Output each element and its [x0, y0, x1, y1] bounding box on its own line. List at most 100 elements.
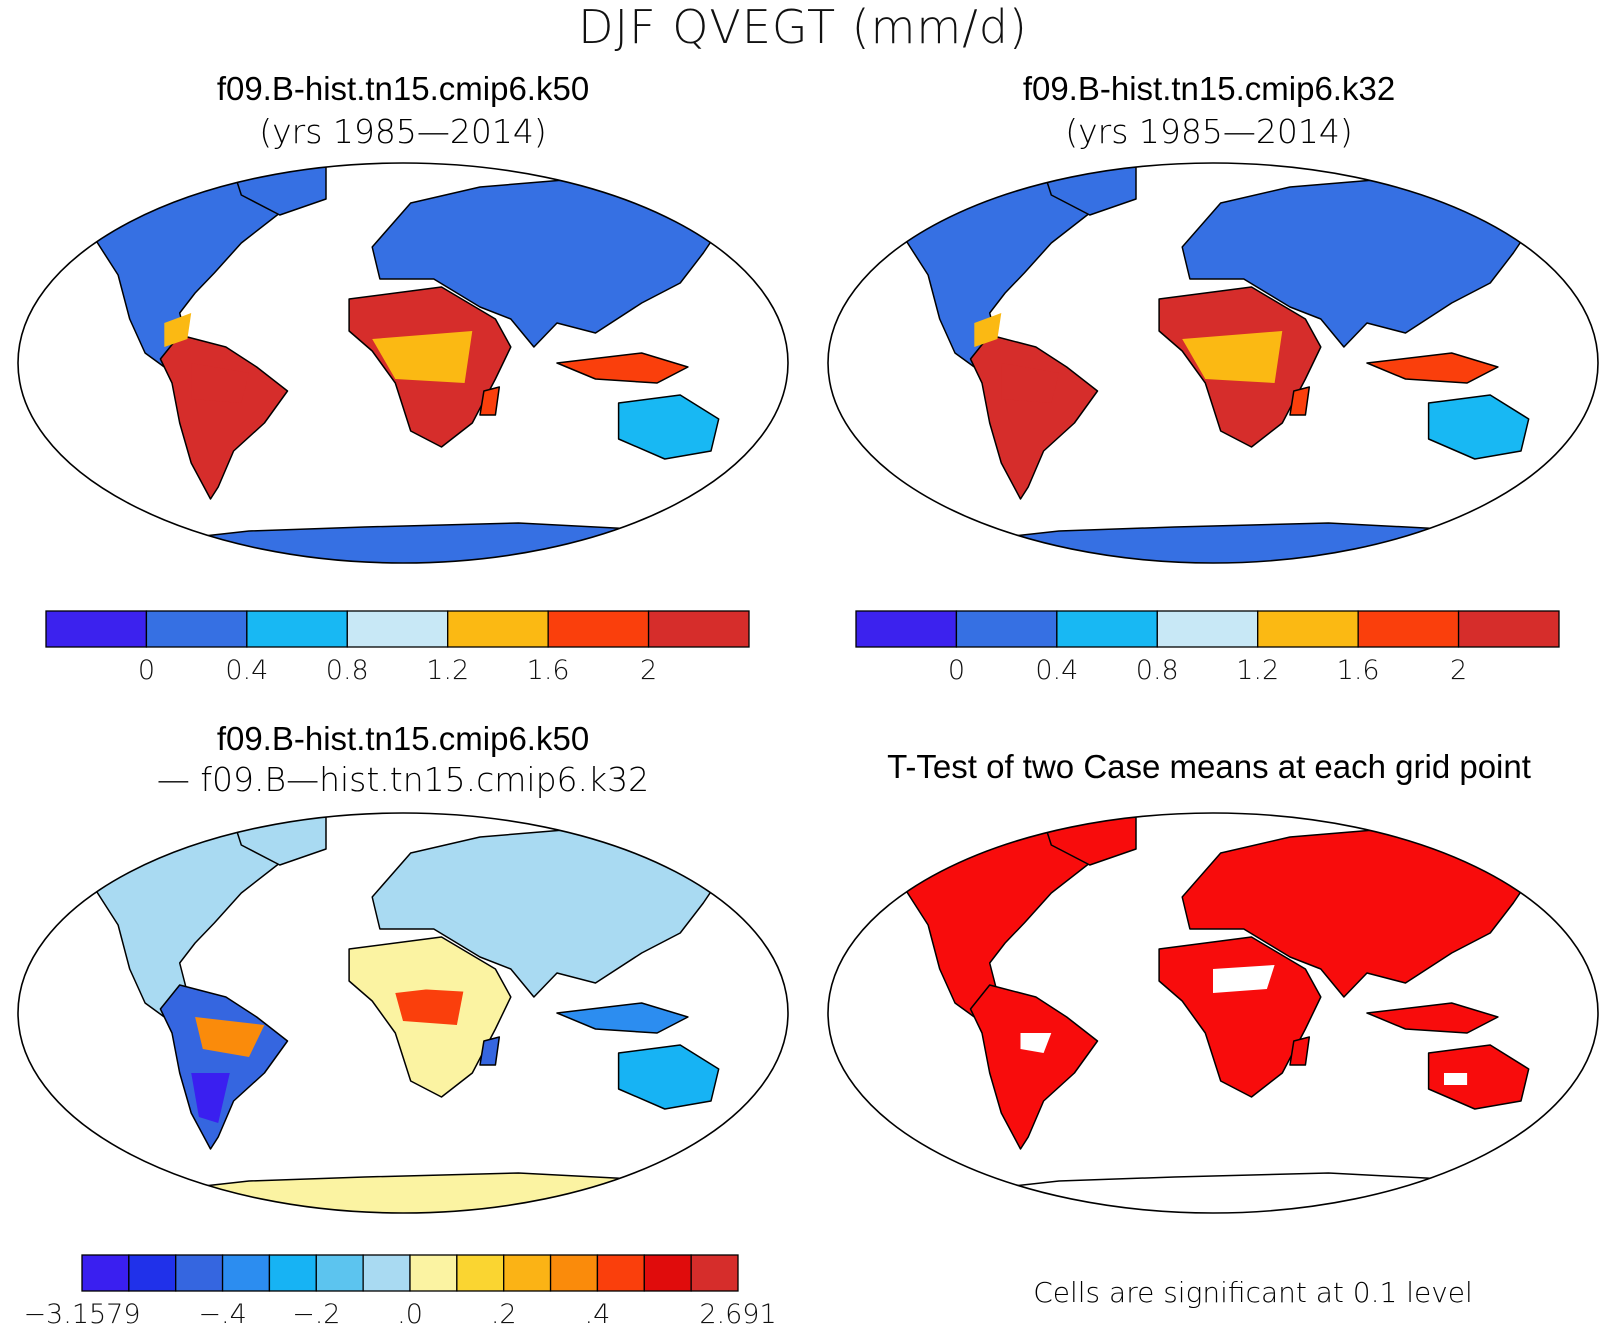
colorbar-swatch — [175, 1254, 224, 1292]
land-eurasia — [371, 828, 732, 998]
land-seasia — [1366, 1002, 1499, 1034]
colorbar-swatch — [855, 610, 958, 648]
colorbar-tick-label: 0.8 — [326, 655, 369, 686]
colorbar-swatch — [690, 1254, 739, 1292]
colorbar-swatch — [1457, 610, 1560, 648]
colorbar-swatch — [955, 610, 1058, 648]
panel-title-diff: f09.B-hist.tn15.cmip6.k50 — [216, 720, 590, 757]
panel-subtitle-diff: — f09.B—hist.tn15.cmip6.k32 — [156, 760, 650, 799]
non-significant-cells — [1444, 1073, 1468, 1085]
patch-africa — [1182, 331, 1283, 383]
map-border — [17, 812, 789, 1214]
colorbar-tick-label: 1.2 — [1236, 655, 1279, 686]
diff-patch — [410, 961, 488, 993]
land-australia — [1427, 394, 1530, 460]
map-border — [827, 162, 1599, 564]
colorbar-swatch — [456, 1254, 505, 1292]
colorbar-tick-label: 2 — [640, 655, 657, 686]
land-antarctica — [846, 1172, 1580, 1213]
land-madagascar — [1289, 386, 1311, 416]
colorbar-tick-label: 0.8 — [1136, 655, 1179, 686]
land-seasia — [556, 1002, 689, 1034]
map-border — [827, 812, 1599, 1214]
colorbar-swatch — [503, 1254, 552, 1292]
colorbar-swatch — [447, 610, 549, 648]
colorbar-tick-label: 1.6 — [1337, 655, 1380, 686]
colorbar-swatch — [315, 1254, 364, 1292]
colorbar-swatch — [409, 1254, 458, 1292]
land-madagascar — [479, 386, 501, 416]
diff-patch — [191, 1073, 230, 1123]
map-diff — [17, 812, 789, 1214]
land-eurasia — [1181, 828, 1542, 998]
colorbar-swatch — [596, 1254, 645, 1292]
land-samerica — [969, 984, 1099, 1150]
colorbar-swatch — [1257, 610, 1359, 648]
figure-title: DJF QVEGT (mm/d) — [578, 0, 1028, 54]
colorbar-tick-label: 1.6 — [527, 655, 570, 686]
map-ttest — [827, 812, 1599, 1214]
colorbar-tick-label: .2 — [491, 1299, 517, 1327]
colorbar-swatch — [1357, 610, 1460, 648]
colorbar-swatch — [362, 1254, 411, 1292]
land-eurasia — [1181, 178, 1542, 348]
non-significant-cells — [1213, 965, 1275, 993]
colorbar-diff: −3.1579 −.4 −.2 .0 .2 .4 2.691 — [23, 1254, 777, 1327]
non-significant-cells — [1020, 1033, 1052, 1053]
diff-patch — [195, 1017, 265, 1057]
panel-subtitle-case2: (yrs 1985—2014) — [1065, 112, 1353, 151]
land-australia — [617, 394, 720, 460]
significance-note: Cells are significant at 0.1 level — [1033, 1276, 1473, 1309]
colorbar-tick-label: 2.691 — [699, 1299, 776, 1327]
land-eurasia — [371, 178, 732, 348]
panel-title-case1: f09.B-hist.tn15.cmip6.k50 — [216, 70, 590, 107]
panel-subtitle-case1: (yrs 1985—2014) — [259, 112, 547, 151]
land-seasia — [1366, 352, 1499, 384]
colorbar-tick-label: 0 — [948, 655, 965, 686]
patch-samerica — [191, 363, 249, 403]
land-africa — [1158, 936, 1322, 1098]
land-seasia — [556, 352, 689, 384]
colorbar-tick-label: 2 — [1450, 655, 1467, 686]
colorbar-swatch — [246, 610, 348, 648]
colorbar-tick-label: −.2 — [292, 1299, 340, 1327]
colorbar-swatch — [346, 610, 449, 648]
colorbar-case1: 0 0.4 0.8 1.2 1.6 2 — [45, 610, 750, 686]
colorbar-swatch — [128, 1254, 177, 1292]
colorbar-swatch — [1156, 610, 1259, 648]
land-australia — [1427, 1044, 1530, 1110]
colorbar-tick-label: 1.2 — [426, 655, 469, 686]
panel-title-case2: f09.B-hist.tn15.cmip6.k32 — [1022, 70, 1396, 107]
panel-title-ttest: T-Test of two Case means at each grid po… — [887, 748, 1531, 785]
colorbar-case2: 0 0.4 0.8 1.2 1.6 2 — [855, 610, 1560, 686]
colorbar-swatch — [145, 610, 248, 648]
patch-namerica — [974, 313, 1002, 347]
colorbar-tick-label: .0 — [397, 1299, 423, 1327]
colorbar-swatch — [81, 1254, 130, 1292]
colorbar-swatch — [45, 610, 148, 648]
map-border — [17, 162, 789, 564]
colorbar-swatch — [647, 610, 750, 648]
colorbar-tick-label: −3.1579 — [23, 1299, 140, 1327]
map-case2 — [827, 162, 1599, 564]
colorbar-tick-label: .4 — [585, 1299, 611, 1327]
colorbar-swatch — [1056, 610, 1158, 648]
colorbar-swatch — [643, 1254, 692, 1292]
colorbar-swatch — [221, 1254, 271, 1292]
diff-patch — [395, 985, 465, 1025]
colorbar-swatch — [268, 1254, 317, 1292]
land-madagascar — [479, 1036, 501, 1066]
land-antarctica — [36, 1172, 770, 1213]
colorbar-tick-label: −.4 — [198, 1299, 246, 1327]
land-madagascar — [1289, 1036, 1311, 1066]
colorbar-tick-label: 0.4 — [225, 655, 268, 686]
map-case1 — [17, 162, 789, 564]
land-australia — [617, 1044, 720, 1110]
patch-namerica — [164, 313, 192, 347]
patch-africa — [372, 331, 473, 383]
land-antarctica — [36, 522, 770, 563]
colorbar-swatch — [549, 1254, 599, 1292]
land-antarctica — [846, 522, 1580, 563]
colorbar-swatch — [547, 610, 650, 648]
